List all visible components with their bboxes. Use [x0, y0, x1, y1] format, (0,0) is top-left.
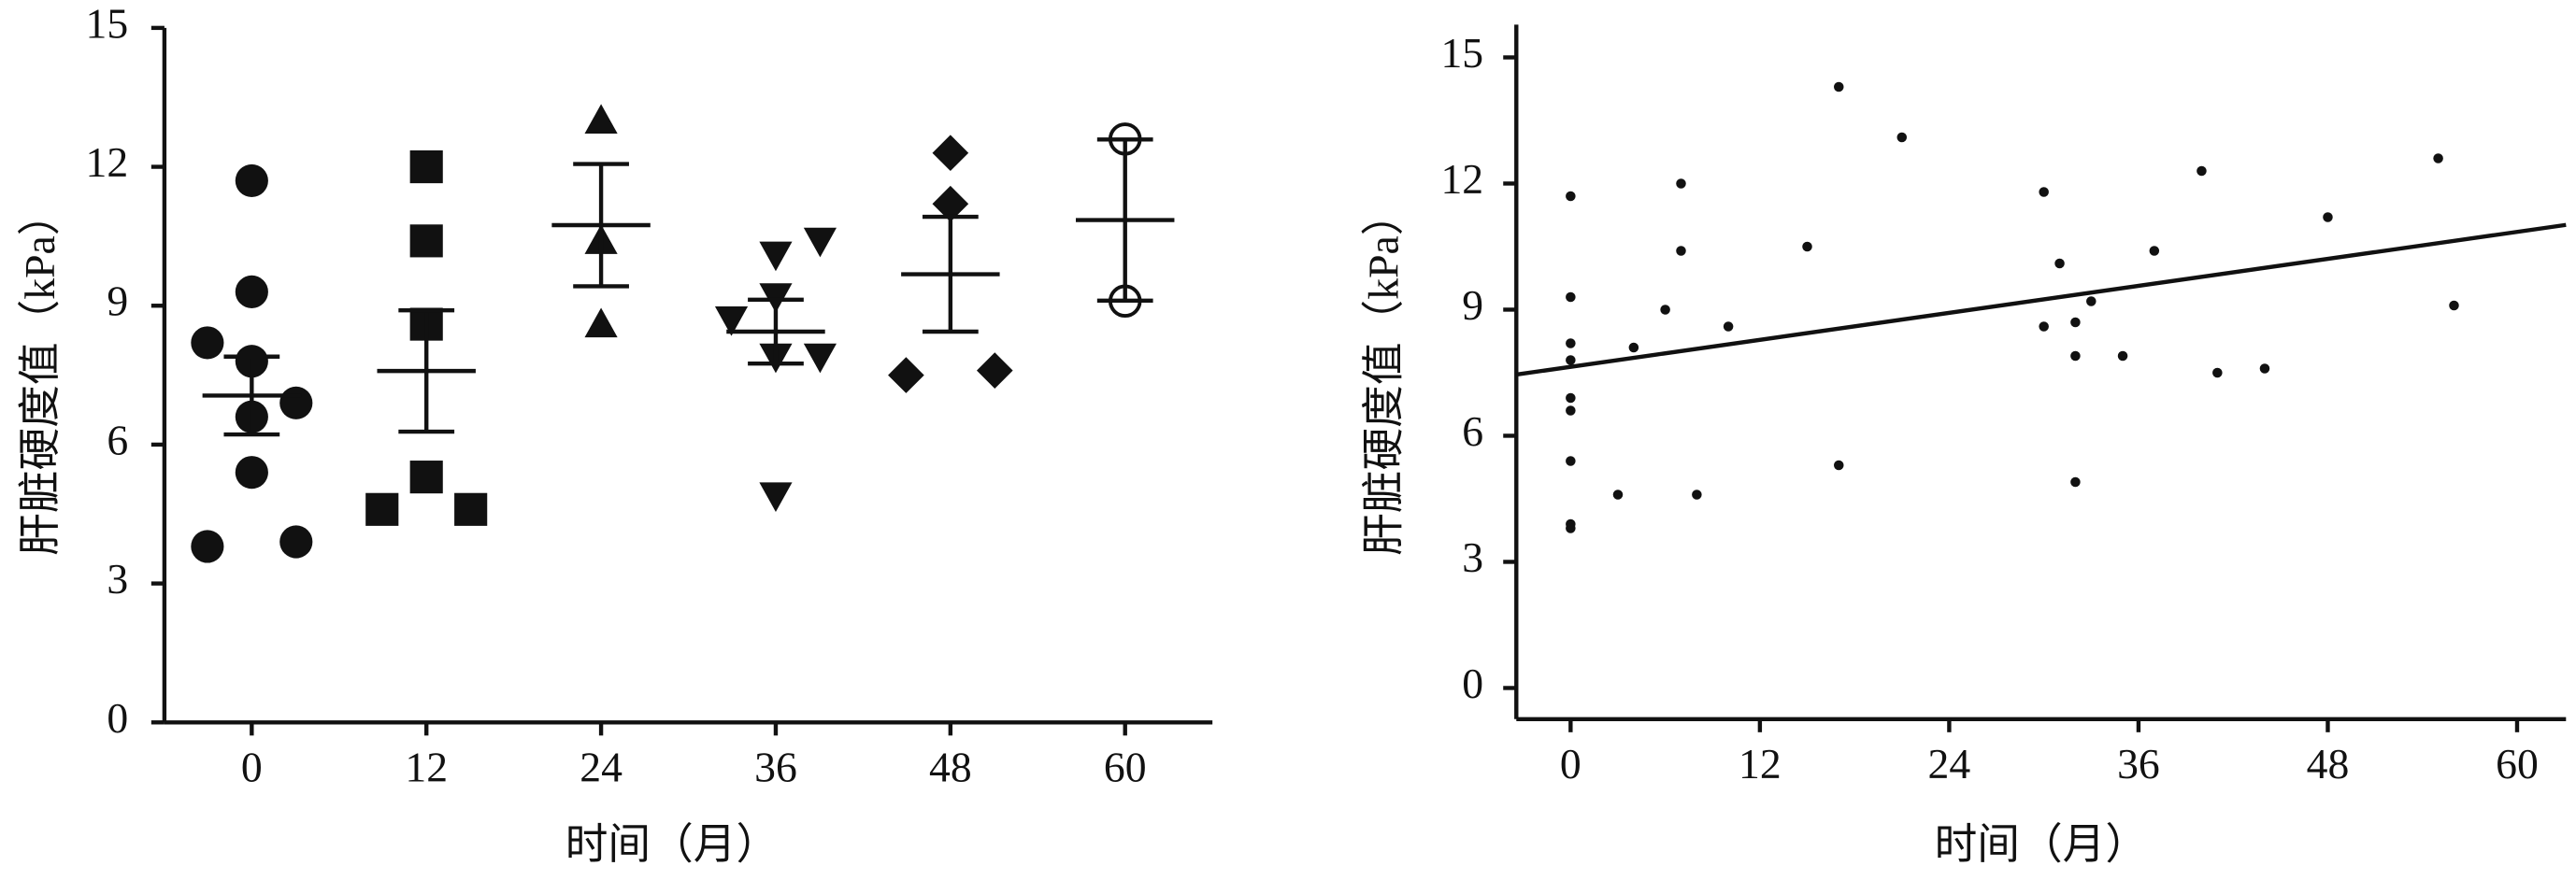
- point: [1676, 178, 1686, 189]
- point: [1802, 241, 1812, 252]
- y-tick-label: 9: [107, 277, 128, 325]
- point: [2449, 300, 2459, 311]
- point: [584, 307, 618, 338]
- point: [2117, 350, 2128, 362]
- x-tick-label: 24: [1928, 740, 1971, 788]
- y-tick-label: 0: [1462, 660, 1483, 707]
- point: [2212, 367, 2223, 378]
- y-tick-label: 9: [1462, 281, 1483, 329]
- y-tick-label: 15: [86, 0, 129, 47]
- x-tick-label: 12: [1739, 740, 1782, 788]
- point: [2149, 246, 2160, 256]
- point: [2086, 296, 2097, 306]
- point: [2070, 350, 2081, 362]
- point: [365, 492, 399, 526]
- point: [409, 224, 443, 258]
- point: [409, 461, 443, 494]
- point: [1833, 81, 1844, 92]
- point: [191, 326, 224, 360]
- x-tick-label: 0: [241, 743, 263, 790]
- y-tick-label: 15: [1440, 29, 1483, 77]
- y-tick-label: 12: [1440, 155, 1483, 203]
- point: [584, 104, 618, 135]
- point: [2039, 321, 2049, 332]
- point: [714, 306, 749, 336]
- point: [803, 343, 837, 374]
- y-axis-title: 肝脏硬度值（kPa）: [1360, 193, 1408, 556]
- point: [1833, 460, 1844, 471]
- point: [1566, 191, 1576, 202]
- point: [976, 352, 1013, 389]
- point: [932, 185, 969, 222]
- x-tick-label: 36: [754, 743, 797, 790]
- y-tick-label: 6: [1462, 407, 1483, 455]
- y-tick-label: 6: [107, 416, 128, 463]
- point: [759, 482, 793, 513]
- point: [1566, 355, 1576, 365]
- fit-line: [1515, 222, 2567, 377]
- x-tick-label: 60: [1104, 743, 1147, 790]
- point: [1566, 338, 1576, 348]
- point: [2323, 212, 2333, 222]
- point: [191, 530, 224, 563]
- point: [279, 386, 313, 419]
- point: [1692, 490, 1702, 500]
- point: [759, 241, 793, 272]
- point: [1660, 305, 1670, 315]
- x-tick-label: 0: [1560, 740, 1581, 788]
- point: [1566, 456, 1576, 466]
- point: [235, 275, 268, 308]
- y-tick-label: 0: [107, 694, 128, 742]
- x-axis-title: 时间（月）: [1935, 820, 2148, 868]
- point: [1566, 291, 1576, 303]
- x-tick-label: 36: [2117, 740, 2160, 788]
- point: [2070, 317, 2081, 328]
- y-tick-label: 3: [1462, 533, 1483, 581]
- point: [1566, 405, 1576, 416]
- point: [2054, 258, 2065, 269]
- y-tick-label: 3: [107, 555, 128, 603]
- x-tick-label: 60: [2496, 740, 2539, 788]
- point: [1612, 490, 1624, 500]
- point: [2070, 476, 2081, 488]
- point: [454, 492, 488, 526]
- x-axis-title: 时间（月）: [565, 820, 779, 868]
- point: [888, 357, 924, 393]
- x-tick-label: 12: [405, 743, 448, 790]
- point: [2259, 363, 2270, 374]
- point: [1676, 246, 1686, 256]
- point: [279, 525, 313, 559]
- point: [1628, 342, 1639, 353]
- point: [2433, 153, 2443, 163]
- y-tick-label: 12: [86, 138, 129, 186]
- point: [2039, 187, 2049, 197]
- point: [1723, 321, 1734, 332]
- point: [803, 227, 837, 258]
- x-tick-label: 48: [929, 743, 972, 790]
- x-tick-label: 24: [580, 743, 623, 790]
- point: [1566, 523, 1576, 533]
- point: [2197, 165, 2207, 177]
- y-axis-title: 肝脏硬度值（kPa）: [16, 193, 64, 556]
- point: [1896, 132, 1908, 143]
- point: [1566, 392, 1576, 404]
- x-tick-label: 48: [2307, 740, 2350, 788]
- point: [235, 456, 268, 490]
- point: [409, 149, 443, 184]
- point: [235, 163, 268, 198]
- point: [932, 135, 969, 172]
